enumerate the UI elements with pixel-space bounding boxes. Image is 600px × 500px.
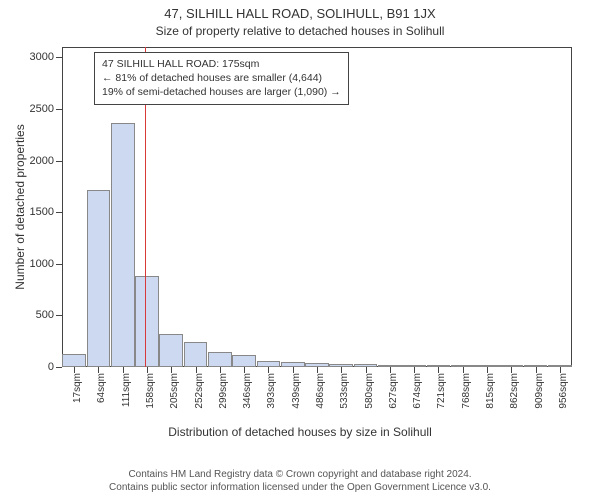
y-tick-label: 1500 xyxy=(30,206,54,218)
x-tick-label: 627sqm xyxy=(388,373,399,409)
y-tick xyxy=(56,212,62,213)
x-tick-label: 205sqm xyxy=(169,373,180,409)
y-tick xyxy=(56,109,62,110)
y-axis-label: Number of detached properties xyxy=(13,124,27,289)
y-tick xyxy=(56,367,62,368)
x-tick-label: 393sqm xyxy=(266,373,277,409)
x-tick-label: 768sqm xyxy=(461,373,472,409)
histogram-bar xyxy=(111,123,135,367)
x-tick-label: 17sqm xyxy=(72,373,83,403)
x-tick-label: 299sqm xyxy=(218,373,229,409)
attribution-line-1: Contains HM Land Registry data © Crown c… xyxy=(0,468,600,481)
y-tick-label: 1000 xyxy=(30,258,54,270)
x-tick-label: 956sqm xyxy=(558,373,569,409)
histogram-bar xyxy=(159,334,183,367)
annotation-line: ← 81% of detached houses are smaller (4,… xyxy=(102,71,341,85)
x-tick-label: 721sqm xyxy=(436,373,447,409)
y-tick xyxy=(56,57,62,58)
x-tick-label: 909sqm xyxy=(534,373,545,409)
y-tick xyxy=(56,264,62,265)
x-tick-label: 439sqm xyxy=(291,373,302,409)
y-tick xyxy=(56,315,62,316)
y-tick-label: 2000 xyxy=(30,155,54,167)
x-tick-label: 252sqm xyxy=(194,373,205,409)
annotation-line: 19% of semi-detached houses are larger (… xyxy=(102,85,341,99)
histogram-bar xyxy=(62,354,86,367)
x-tick-label: 111sqm xyxy=(121,373,132,407)
y-tick-label: 0 xyxy=(48,361,54,373)
x-tick-label: 815sqm xyxy=(485,373,496,409)
x-tick-label: 346sqm xyxy=(242,373,253,409)
histogram-bar xyxy=(184,342,208,367)
attribution-line-2: Contains public sector information licen… xyxy=(0,481,600,494)
chart-container: 47, SILHILL HALL ROAD, SOLIHULL, B91 1JX… xyxy=(0,0,600,500)
y-tick-label: 2500 xyxy=(30,103,54,115)
x-tick-label: 64sqm xyxy=(96,373,107,403)
x-tick-label: 862sqm xyxy=(509,373,520,409)
annotation-box: 47 SILHILL HALL ROAD: 175sqm← 81% of det… xyxy=(94,52,349,105)
x-tick-label: 486sqm xyxy=(315,373,326,409)
x-axis-label: Distribution of detached houses by size … xyxy=(0,425,600,439)
y-tick-label: 500 xyxy=(36,309,54,321)
annotation-line: 47 SILHILL HALL ROAD: 175sqm xyxy=(102,57,341,71)
x-tick-label: 580sqm xyxy=(364,373,375,409)
chart-subtitle: Size of property relative to detached ho… xyxy=(0,24,600,38)
x-tick-label: 158sqm xyxy=(145,373,156,409)
histogram-bar xyxy=(135,276,159,367)
histogram-bar xyxy=(87,190,111,367)
x-tick-label: 674sqm xyxy=(412,373,423,409)
x-tick-label: 533sqm xyxy=(339,373,350,409)
y-tick xyxy=(56,161,62,162)
attribution-text: Contains HM Land Registry data © Crown c… xyxy=(0,468,600,494)
histogram-bar xyxy=(232,355,256,367)
y-tick-label: 3000 xyxy=(30,51,54,63)
histogram-bar xyxy=(208,352,232,367)
chart-title: 47, SILHILL HALL ROAD, SOLIHULL, B91 1JX xyxy=(0,6,600,21)
